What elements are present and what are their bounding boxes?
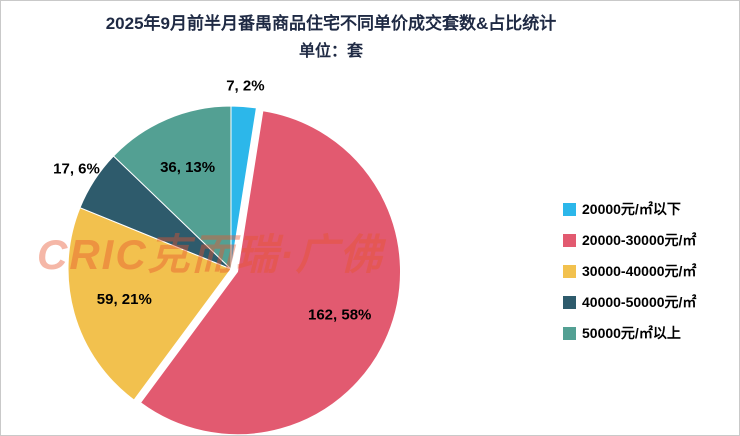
legend-swatch	[563, 202, 576, 216]
legend-item-4: 40000-50000元/㎡	[563, 292, 696, 312]
legend-swatch	[563, 326, 576, 340]
legend-label: 30000-40000元/㎡	[582, 263, 697, 279]
legend-item-5: 50000元/㎡以上	[563, 323, 696, 343]
pie-data-label: 17, 6%	[53, 161, 100, 178]
pie-slice-5	[112, 105, 232, 271]
legend-swatch	[563, 295, 576, 309]
pie-data-label: 7, 2%	[226, 77, 264, 94]
legend-label: 20000元/㎡以下	[582, 201, 681, 217]
legend: 20000元/㎡以下 20000-30000元/㎡ 30000-40000元/㎡ 40…	[563, 199, 696, 343]
legend-label: 40000-50000元/㎡	[582, 294, 697, 310]
chart-title: 2025年9月前半月番禺商品住宅不同单价成交套数&占比统计	[105, 14, 557, 33]
legend-item-3: 30000-40000元/㎡	[563, 261, 696, 281]
chart-subtitle: 单位：套	[298, 43, 363, 60]
pie-data-label: 162, 58%	[308, 307, 371, 324]
legend-swatch	[563, 264, 576, 278]
pie-data-label: 36, 13%	[160, 159, 215, 176]
legend-swatch	[563, 233, 576, 247]
legend-item-1: 20000元/㎡以下	[563, 199, 696, 219]
pie-slice-3	[67, 207, 232, 401]
pie-data-label: 59, 21%	[97, 291, 152, 308]
legend-label: 50000元/㎡以上	[582, 325, 681, 341]
legend-label: 20000-30000元/㎡	[582, 232, 697, 248]
legend-item-2: 20000-30000元/㎡	[563, 230, 696, 250]
pie-slice-2	[139, 110, 402, 435]
